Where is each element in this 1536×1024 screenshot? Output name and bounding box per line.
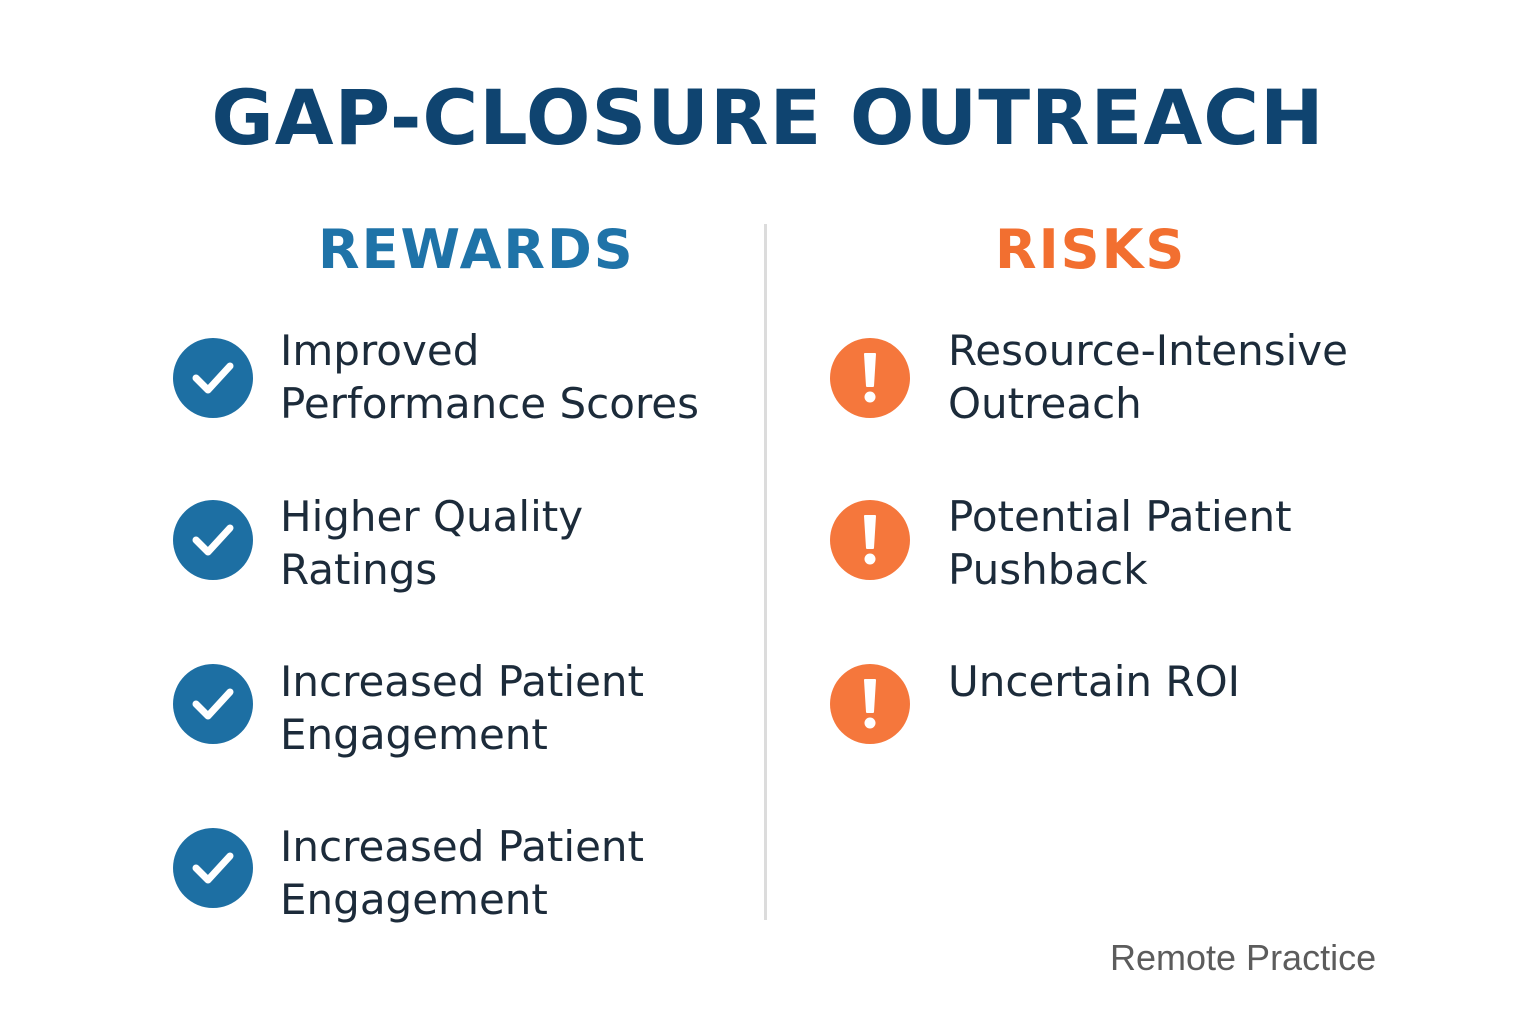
check-circle-icon (173, 828, 253, 908)
check-circle-icon (173, 664, 253, 744)
footer-brand: Remote Practice (1110, 937, 1377, 978)
risk-line-2: Outreach (948, 379, 1142, 428)
reward-line-1: Improved (280, 326, 480, 375)
reward-item-text: Improved Performance Scores (280, 324, 699, 430)
column-divider (764, 224, 767, 920)
risks-heading: RISKS (995, 218, 1187, 281)
reward-line-1: Higher Quality (280, 492, 584, 541)
check-circle-icon (173, 338, 253, 418)
reward-line-1: Increased Patient (280, 657, 644, 706)
risk-item-text: Potential Patient Pushback (948, 490, 1292, 596)
reward-line-2: Performance Scores (280, 379, 700, 428)
reward-line-2: Ratings (280, 545, 438, 594)
reward-line-2: Engagement (280, 710, 548, 759)
reward-item-text: Increased Patient Engagement (280, 820, 644, 926)
risk-line-1: Uncertain ROI (948, 657, 1241, 706)
reward-item-text: Higher Quality Ratings (280, 490, 583, 596)
check-circle-icon (173, 500, 253, 580)
risk-line-2: Pushback (948, 545, 1148, 594)
rewards-heading: REWARDS (318, 218, 635, 281)
reward-item-text: Increased Patient Engagement (280, 655, 644, 761)
page-title: GAP-CLOSURE OUTREACH (211, 73, 1325, 162)
risk-item-text: Uncertain ROI (948, 655, 1240, 708)
exclamation-circle-icon (830, 500, 910, 580)
risk-line-1: Resource-Intensive (948, 326, 1348, 375)
exclamation-circle-icon (830, 338, 910, 418)
reward-line-1: Increased Patient (280, 822, 644, 871)
reward-line-2: Engagement (280, 875, 548, 924)
risk-item-text: Resource-Intensive Outreach (948, 324, 1348, 430)
exclamation-circle-icon (830, 664, 910, 744)
risk-line-1: Potential Patient (948, 492, 1292, 541)
